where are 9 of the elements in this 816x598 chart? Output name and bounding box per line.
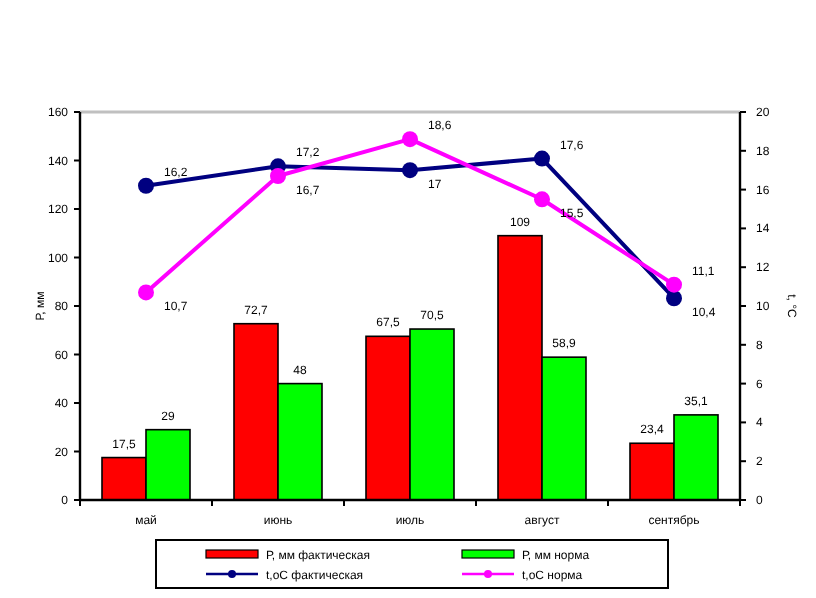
point <box>666 276 682 293</box>
point <box>534 191 550 208</box>
point <box>534 150 550 167</box>
point <box>402 131 418 148</box>
point <box>666 290 682 307</box>
point <box>402 162 418 179</box>
point <box>138 177 154 194</box>
point <box>270 168 286 185</box>
point <box>138 284 154 301</box>
